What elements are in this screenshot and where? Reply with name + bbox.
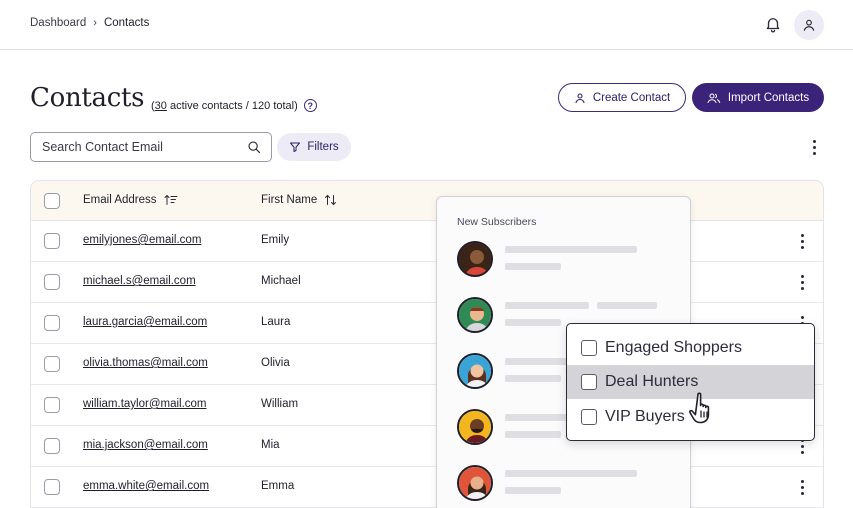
filters-button[interactable]: Filters	[277, 133, 351, 161]
user-icon	[575, 92, 585, 103]
profile-button[interactable]	[794, 10, 824, 40]
row-email[interactable]: laura.garcia@email.com	[83, 316, 208, 328]
segment-checkbox[interactable]	[581, 409, 597, 425]
row-email[interactable]: mia.jackson@email.com	[83, 439, 208, 451]
row-first-name: Michael	[261, 275, 301, 287]
top-bar: Dashboard › Contacts	[0, 0, 853, 50]
row-first-name: William	[261, 398, 299, 410]
create-contact-button[interactable]: Create Contact	[558, 83, 686, 112]
row-more-icon[interactable]	[794, 233, 810, 251]
row-email[interactable]: emma.white@email.com	[83, 480, 210, 492]
table-header: Email Address First Name	[31, 181, 823, 221]
placeholder-line	[505, 358, 585, 365]
segment-checkbox[interactable]	[581, 374, 597, 390]
subscriber-avatar	[457, 353, 493, 389]
table-row[interactable]: emilyjones@email.com Emily	[31, 221, 823, 262]
count-rest: active contacts / 120 total)	[166, 99, 298, 112]
row-checkbox[interactable]	[44, 479, 60, 495]
table-row[interactable]: emma.white@email.com Emma	[31, 467, 823, 508]
row-checkbox[interactable]	[44, 438, 60, 454]
more-options-icon[interactable]	[806, 139, 822, 157]
subscriber-item[interactable]	[457, 409, 687, 449]
import-contacts-button[interactable]: Import Contacts	[692, 83, 824, 112]
column-first-name-label: First Name	[261, 194, 318, 206]
active-count[interactable]: 30	[154, 99, 167, 112]
row-first-name: Emma	[261, 480, 295, 492]
subscriber-avatar	[457, 297, 493, 333]
subscriber-avatar	[457, 241, 493, 277]
row-first-name: Emily	[261, 234, 290, 246]
new-subscribers-panel: New Subscribers	[436, 196, 691, 508]
sort-ascending-icon[interactable]	[164, 194, 178, 206]
subscriber-item[interactable]	[457, 353, 687, 393]
breadcrumb-dashboard[interactable]: Dashboard	[30, 17, 87, 29]
search-input[interactable]: Search Contact Email	[30, 132, 272, 162]
row-checkbox[interactable]	[44, 315, 60, 331]
new-subscribers-title: New Subscribers	[457, 216, 537, 228]
table-row[interactable]: mia.jackson@email.com Mia	[31, 426, 823, 467]
sort-icon[interactable]	[324, 194, 337, 206]
user-icon	[803, 19, 815, 31]
row-more-icon[interactable]	[794, 479, 810, 497]
count-open: (	[151, 99, 155, 112]
placeholder-line	[505, 414, 585, 421]
column-email[interactable]: Email Address	[83, 194, 178, 206]
subscriber-item[interactable]	[457, 241, 687, 281]
breadcrumb-separator: ›	[93, 17, 97, 29]
row-email[interactable]: olivia.thomas@mail.com	[83, 357, 208, 369]
row-email[interactable]: michael.s@email.com	[83, 275, 196, 287]
segment-vip-buyers[interactable]: VIP Buyers	[567, 400, 814, 434]
subscriber-avatar	[457, 409, 493, 445]
row-first-name: Laura	[261, 316, 291, 328]
filter-icon	[290, 142, 301, 152]
filters-label: Filters	[307, 141, 339, 153]
placeholder-line	[505, 319, 561, 326]
segments-dropdown: Engaged Shoppers Deal Hunters VIP Buyers	[566, 323, 815, 441]
row-email[interactable]: william.taylor@mail.com	[83, 398, 207, 410]
table-row[interactable]: michael.s@email.com Michael	[31, 262, 823, 303]
create-contact-label: Create Contact	[592, 91, 671, 104]
bell-icon[interactable]	[764, 15, 782, 33]
placeholder-line	[505, 375, 561, 382]
placeholder-line	[505, 246, 637, 253]
breadcrumb-contacts: Contacts	[103, 17, 150, 29]
row-first-name: Mia	[261, 439, 280, 451]
row-checkbox[interactable]	[44, 274, 60, 290]
row-checkbox[interactable]	[44, 233, 60, 249]
row-first-name: Olivia	[261, 357, 290, 369]
import-contacts-label: Import Contacts	[727, 91, 810, 104]
placeholder-line	[505, 470, 637, 477]
row-more-icon[interactable]	[794, 274, 810, 292]
placeholder-line	[505, 263, 561, 270]
segment-label: Deal Hunters	[605, 373, 699, 390]
table-row[interactable]: william.taylor@mail.com William	[31, 385, 823, 426]
help-icon[interactable]: ?	[303, 99, 317, 112]
hand-pointer-icon	[689, 392, 710, 424]
table-row[interactable]: olivia.thomas@mail.com Olivia	[31, 344, 823, 385]
segment-checkbox[interactable]	[581, 340, 597, 356]
breadcrumb: Dashboard › Contacts	[30, 17, 149, 29]
segment-deal-hunters[interactable]: Deal Hunters	[567, 365, 814, 399]
placeholder-line	[505, 431, 561, 438]
row-email[interactable]: emilyjones@email.com	[83, 234, 202, 246]
segment-engaged-shoppers[interactable]: Engaged Shoppers	[567, 331, 814, 365]
subscriber-item[interactable]	[457, 465, 687, 505]
contact-count: (30 active contacts / 120 total) ?	[151, 99, 317, 112]
page-title: Contacts	[30, 83, 145, 113]
row-checkbox[interactable]	[44, 356, 60, 372]
placeholder-line	[597, 302, 657, 309]
segment-label: Engaged Shoppers	[605, 339, 742, 356]
users-icon	[707, 93, 721, 103]
search-icon[interactable]	[247, 140, 261, 154]
search-placeholder: Search Contact Email	[42, 140, 163, 154]
subscriber-item[interactable]	[457, 297, 687, 337]
select-all-checkbox[interactable]	[44, 193, 60, 209]
placeholder-line	[505, 302, 589, 309]
segment-label: VIP Buyers	[605, 408, 685, 425]
row-checkbox[interactable]	[44, 397, 60, 413]
placeholder-line	[505, 487, 561, 494]
subscriber-avatar	[457, 465, 493, 501]
column-email-label: Email Address	[83, 194, 157, 206]
column-first-name[interactable]: First Name	[261, 194, 337, 206]
